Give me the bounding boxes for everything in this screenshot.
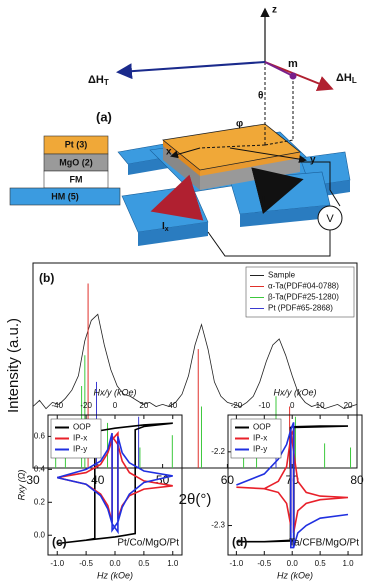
layer-label: MgO (2) — [59, 157, 93, 167]
panel-label: (d) — [232, 535, 247, 549]
x-tick-label: 0.5 — [138, 559, 150, 568]
x-axis-label: 2θ(°) — [179, 491, 212, 508]
m-vector — [264, 61, 294, 77]
plot-frame — [32, 262, 358, 469]
x2-tick-label: -20 — [80, 401, 92, 410]
x-tick-label: 0.5 — [315, 559, 327, 568]
legend-label: IP-y — [253, 445, 267, 454]
legend-label: Sample — [268, 271, 296, 280]
dash — [199, 144, 266, 149]
x-tick-label: 70 — [286, 473, 300, 487]
y-tick-label: -2.2 — [211, 447, 225, 456]
stack-side — [200, 152, 300, 176]
layer-label: HM (5) — [51, 191, 79, 201]
x-tick-label: 30 — [26, 473, 40, 487]
y-tick-label: 0.4 — [34, 464, 46, 473]
x-axis — [170, 147, 201, 159]
current-label: I — [262, 195, 265, 206]
x-tick-label: 80 — [350, 473, 364, 487]
hm-side — [240, 205, 330, 227]
wire — [207, 230, 331, 257]
y-tick-label: 0.2 — [34, 497, 46, 506]
stack-side — [163, 140, 200, 176]
voltmeter-label: V — [326, 213, 334, 225]
field-l-label: ΔHL — [336, 72, 357, 85]
legend-label: IP-x — [73, 434, 87, 443]
annotation: Ta/CFB/MgO/Pt — [289, 538, 359, 549]
panel-label: (a) — [96, 109, 112, 124]
x2-tick-label: 0 — [290, 401, 295, 410]
y-tick-label: -2.3 — [211, 521, 225, 530]
m-label: m — [288, 58, 298, 70]
hm-side — [138, 222, 208, 246]
axis-label: y — [310, 155, 316, 166]
x-tick-label: -0.5 — [79, 559, 93, 568]
annotation: Pt/Co/MgO/Pt — [117, 538, 179, 549]
x-tick-label: 40 — [91, 473, 105, 487]
y-axis — [229, 147, 307, 164]
x2-tick-label: 20 — [344, 401, 353, 410]
theta-label: θ — [258, 91, 263, 102]
y-tick-label: 0.6 — [34, 432, 46, 441]
legend-label: β-Ta(PDF#25-1280) — [268, 293, 339, 302]
data-line — [57, 422, 173, 545]
x-tick-label: -0.5 — [257, 559, 271, 568]
voltmeter — [317, 205, 343, 231]
current-x-label: Ix — [162, 221, 169, 233]
legend-label: α-Ta(PDF#04-0788) — [268, 282, 339, 291]
y-tick-label: 0.0 — [34, 530, 46, 539]
x-axis-label: Hz (kOe) — [97, 570, 133, 580]
x-tick-label: -1.0 — [229, 559, 243, 568]
axis-label: z — [272, 5, 277, 16]
data-line — [236, 429, 349, 534]
data-line — [56, 432, 173, 535]
legend-label: Pt (PDF#65-2868) — [268, 304, 333, 313]
x2-tick-label: -20 — [231, 401, 243, 410]
legend-label: OOP — [253, 423, 271, 432]
legend-label: IP-x — [253, 434, 267, 443]
m-dot — [289, 72, 297, 80]
current-x-arrow — [150, 174, 204, 221]
panel-label: (b) — [39, 271, 54, 285]
x-tick-label: 0.0 — [287, 559, 299, 568]
layer-label: Pt (3) — [65, 139, 88, 149]
current-arrow — [251, 167, 304, 215]
phi-label: φ — [236, 119, 243, 130]
legend-label: OOP — [73, 423, 91, 432]
stack-top — [162, 123, 301, 171]
field-t-label: ΔHT — [88, 74, 109, 87]
plot-frame — [227, 414, 363, 556]
legend-label: IP-y — [73, 445, 87, 454]
x-tick-label: 0.0 — [109, 559, 121, 568]
panel-label: (c) — [52, 535, 67, 549]
x-axis-label: Hz (kOe) — [277, 570, 313, 580]
wire — [300, 161, 341, 207]
x2-tick-label: 10 — [316, 401, 325, 410]
y-axis-label: Intensity (a.u.) — [5, 318, 22, 413]
panel-a: Pt (3) MgO (2) FM HM (5) (a) z x y m θ φ… — [9, 5, 357, 257]
layer-label: FM — [70, 174, 83, 184]
x2-tick-label: 20 — [139, 401, 148, 410]
x2-tick-label: -10 — [259, 401, 271, 410]
x2-tick-label: 40 — [168, 401, 177, 410]
x-tick-label: -1.0 — [50, 559, 64, 568]
x2-axis-label: Hx/y (kOe) — [93, 387, 136, 397]
y-axis-label: Rxy (Ω) — [16, 470, 26, 501]
layer — [9, 187, 121, 206]
axis-label: x — [166, 147, 172, 158]
x2-tick-label: -40 — [51, 401, 63, 410]
field-t-arrow — [116, 61, 266, 80]
data-line — [236, 422, 349, 549]
x-tick-label: 1.0 — [342, 559, 354, 568]
data-line — [32, 313, 358, 410]
x-tick-label: 1.0 — [167, 559, 179, 568]
x2-axis-label: Hx/y (kOe) — [273, 387, 316, 397]
x2-tick-label: 0 — [113, 401, 118, 410]
